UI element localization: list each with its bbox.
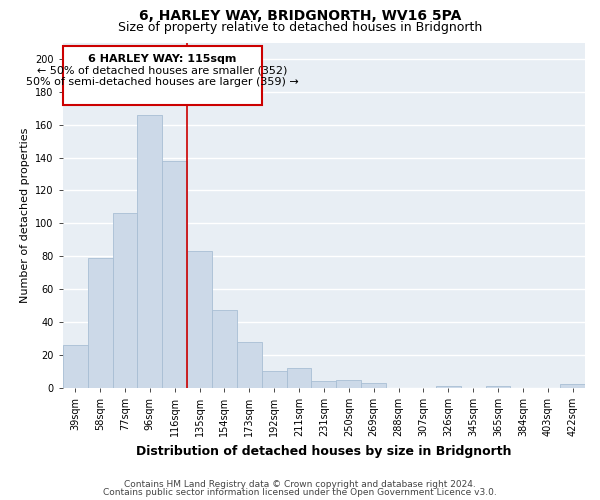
Bar <box>162 161 187 388</box>
Text: 6, HARLEY WAY, BRIDGNORTH, WV16 5PA: 6, HARLEY WAY, BRIDGNORTH, WV16 5PA <box>139 9 461 23</box>
Bar <box>212 310 237 388</box>
Text: ← 50% of detached houses are smaller (352): ← 50% of detached houses are smaller (35… <box>37 66 287 76</box>
Bar <box>63 345 88 388</box>
Bar <box>113 214 137 388</box>
Bar <box>262 372 287 388</box>
Bar <box>337 380 361 388</box>
Text: Size of property relative to detached houses in Bridgnorth: Size of property relative to detached ho… <box>118 21 482 34</box>
Bar <box>311 381 337 388</box>
Bar <box>560 384 585 388</box>
Bar <box>88 258 113 388</box>
Bar <box>137 115 162 388</box>
Bar <box>237 342 262 388</box>
X-axis label: Distribution of detached houses by size in Bridgnorth: Distribution of detached houses by size … <box>136 444 512 458</box>
Text: Contains public sector information licensed under the Open Government Licence v3: Contains public sector information licen… <box>103 488 497 497</box>
Bar <box>187 252 212 388</box>
Text: Contains HM Land Registry data © Crown copyright and database right 2024.: Contains HM Land Registry data © Crown c… <box>124 480 476 489</box>
Bar <box>485 386 511 388</box>
Bar <box>436 386 461 388</box>
Bar <box>361 383 386 388</box>
Text: 50% of semi-detached houses are larger (359) →: 50% of semi-detached houses are larger (… <box>26 77 299 87</box>
FancyBboxPatch shape <box>63 46 262 105</box>
Y-axis label: Number of detached properties: Number of detached properties <box>20 128 30 303</box>
Bar <box>287 368 311 388</box>
Text: 6 HARLEY WAY: 115sqm: 6 HARLEY WAY: 115sqm <box>88 54 236 64</box>
